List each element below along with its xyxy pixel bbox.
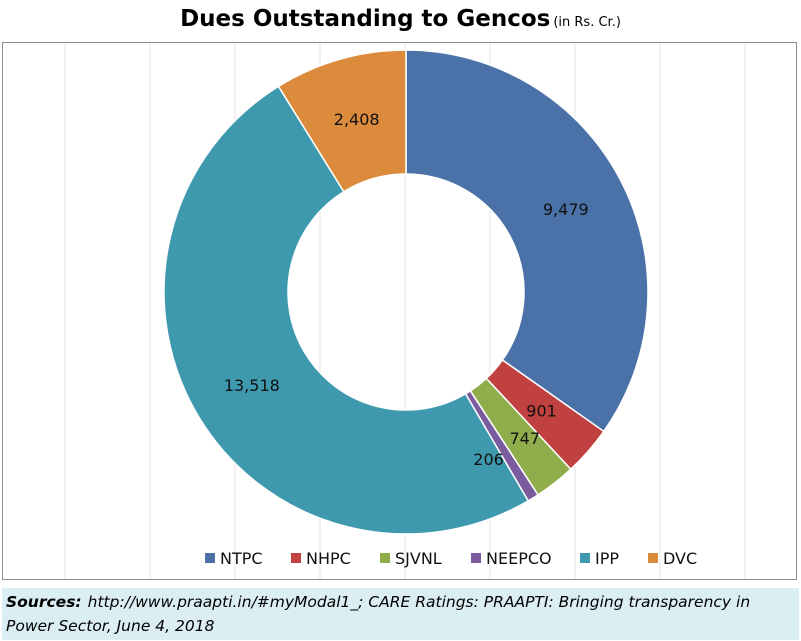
- legend-item-neepco: NEEPCO: [471, 549, 552, 568]
- sources-note: Sources: http://www.praapti.in/#myModal1_…: [2, 588, 799, 640]
- slice-ipp: [163, 85, 530, 535]
- slice-dvc: [277, 49, 407, 193]
- legend-label: NHPC: [306, 549, 351, 568]
- data-label-neepco: 206: [473, 450, 504, 469]
- data-label-ipp: 13,518: [224, 376, 280, 395]
- legend-label: IPP: [595, 549, 619, 568]
- data-label-ntpc: 9,479: [543, 200, 589, 219]
- legend: NTPC NHPC SJVNL NEEPCO IPP DVC: [205, 549, 697, 568]
- legend-item-ipp: IPP: [580, 549, 619, 568]
- legend-swatch: [648, 553, 658, 563]
- legend-item-ntpc: NTPC: [205, 549, 263, 568]
- chart-title: Dues Outstanding to Gencos (in Rs. Cr.): [0, 6, 801, 32]
- sources-text: http://www.praapti.in/#myModal1_; CARE R…: [6, 593, 751, 635]
- legend-label: NEEPCO: [486, 549, 552, 568]
- legend-item-nhpc: NHPC: [291, 549, 351, 568]
- data-labels: 9,479 901 747 206 13,518 2,408: [224, 110, 589, 469]
- data-label-dvc: 2,408: [334, 110, 380, 129]
- legend-swatch: [471, 553, 481, 563]
- legend-label: DVC: [663, 549, 697, 568]
- slice-ntpc: [405, 49, 649, 433]
- slices: [163, 49, 649, 535]
- legend-swatch: [291, 553, 301, 563]
- legend-swatch: [580, 553, 590, 563]
- legend-item-dvc: DVC: [648, 549, 697, 568]
- sources-label: Sources:: [6, 593, 82, 611]
- data-label-nhpc: 901: [526, 401, 557, 420]
- legend-swatch: [205, 553, 215, 563]
- legend-label: SJVNL: [395, 549, 442, 568]
- legend-label: NTPC: [220, 549, 263, 568]
- legend-swatch: [380, 553, 390, 563]
- data-label-sjvnl: 747: [510, 429, 541, 448]
- chart-title-unit: (in Rs. Cr.): [553, 15, 621, 30]
- legend-item-sjvnl: SJVNL: [380, 549, 442, 568]
- chart-title-main: Dues Outstanding to Gencos: [180, 6, 551, 32]
